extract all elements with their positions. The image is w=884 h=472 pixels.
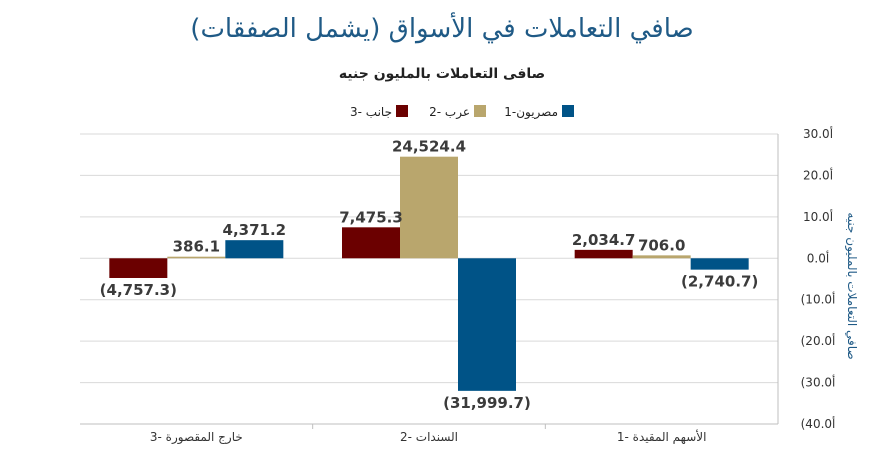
data-label: 4,371.2 bbox=[223, 221, 287, 239]
data-labels: (4,757.3) 386.14,371.2 7,475.3 24,524.4 (31,… bbox=[100, 138, 759, 412]
data-label: (31,999.7) bbox=[443, 394, 531, 412]
bar bbox=[167, 256, 226, 259]
legend-swatch bbox=[474, 105, 486, 117]
legend: مصريون-1 عرب -2 جانب -3 bbox=[350, 105, 574, 120]
bar bbox=[400, 156, 458, 259]
y-tick-label: 30.0أ bbox=[803, 126, 833, 141]
y-tick-label: 0.0أ bbox=[807, 250, 829, 265]
bar bbox=[225, 240, 284, 259]
bar bbox=[632, 255, 691, 259]
bar bbox=[690, 258, 749, 270]
y-tick-label: (40.0أ bbox=[801, 416, 836, 431]
x-axis: خارج المقصورة -3 السندات -2 الأسهم المقيدة… bbox=[150, 424, 707, 445]
bars bbox=[109, 156, 749, 391]
legend-swatch bbox=[562, 105, 574, 117]
legend-label: مصريون-1 bbox=[504, 105, 558, 120]
data-label: 2,034.7 bbox=[572, 231, 636, 249]
data-label: (4,757.3) bbox=[100, 281, 177, 299]
data-label: (2,740.7) bbox=[681, 273, 758, 291]
category-label: السندات -2 bbox=[400, 430, 458, 444]
legend-label: عرب -2 bbox=[429, 105, 470, 120]
data-label: 24,524.4 bbox=[392, 138, 466, 156]
y-tick-label: (30.0أ bbox=[801, 375, 836, 390]
category-label: الأسهم المقيدة -1 bbox=[617, 429, 707, 444]
y-tick-label: 10.0أ bbox=[803, 209, 833, 224]
data-label: 386.1 bbox=[173, 238, 220, 256]
bar bbox=[458, 258, 516, 391]
category-label: خارج المقصورة -3 bbox=[150, 430, 243, 445]
y-tick-label: (10.0أ bbox=[801, 292, 836, 307]
bar bbox=[109, 258, 168, 278]
chart-title: صافى التعاملات بالمليون جنيه bbox=[338, 66, 546, 82]
y-tick-label: (20.0أ bbox=[801, 333, 836, 348]
y-axis-label: صافي التعاملات بالمليون جنيه bbox=[844, 212, 859, 359]
legend-label: جانب -3 bbox=[350, 105, 392, 119]
bar bbox=[574, 249, 633, 259]
page-title: صافي التعاملات في الأسواق (يشمل الصفقات) bbox=[190, 14, 694, 44]
y-axis: 30.0أ 20.0أ 10.0أ 0.0أ (10.0أ (20.0أ (30.0أ (40… bbox=[80, 126, 835, 431]
bar bbox=[342, 227, 400, 259]
y-tick-label: 20.0أ bbox=[803, 167, 833, 182]
legend-swatch bbox=[396, 105, 408, 117]
data-label: 706.0 bbox=[638, 236, 685, 254]
data-label: 7,475.3 bbox=[339, 208, 403, 226]
